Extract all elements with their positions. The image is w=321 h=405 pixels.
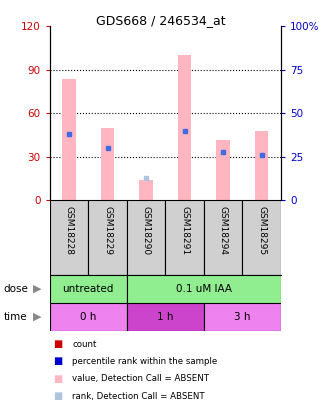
Bar [50, 200, 88, 275]
Text: ■: ■ [53, 391, 62, 401]
Text: GSM18295: GSM18295 [257, 207, 266, 256]
Text: GSM18229: GSM18229 [103, 207, 112, 256]
Bar [165, 200, 204, 275]
Bar [50, 303, 127, 331]
Text: ▶: ▶ [33, 312, 41, 322]
Bar [216, 139, 230, 200]
Text: 0.1 uM IAA: 0.1 uM IAA [176, 284, 232, 294]
Bar [204, 200, 242, 275]
Bar [127, 303, 204, 331]
Bar [62, 79, 76, 200]
Text: 3 h: 3 h [234, 312, 251, 322]
Text: percentile rank within the sample: percentile rank within the sample [72, 357, 217, 366]
Bar [50, 275, 127, 303]
Text: value, Detection Call = ABSENT: value, Detection Call = ABSENT [72, 374, 209, 384]
Text: GSM18294: GSM18294 [219, 207, 228, 256]
Text: ■: ■ [53, 374, 62, 384]
Bar [127, 275, 281, 303]
Text: ■: ■ [53, 356, 62, 367]
Bar [127, 200, 165, 275]
Text: count: count [72, 339, 97, 349]
Text: 0 h: 0 h [80, 312, 97, 322]
Text: dose: dose [3, 284, 28, 294]
Text: time: time [3, 312, 27, 322]
Bar [88, 200, 127, 275]
Text: ■: ■ [53, 339, 62, 349]
Bar [139, 180, 153, 200]
Text: GSM18228: GSM18228 [65, 207, 74, 256]
Text: ▶: ▶ [33, 284, 41, 294]
Text: GSM18291: GSM18291 [180, 207, 189, 256]
Bar [242, 200, 281, 275]
Text: rank, Detection Call = ABSENT: rank, Detection Call = ABSENT [72, 392, 205, 401]
Text: 1 h: 1 h [157, 312, 174, 322]
Bar [204, 303, 281, 331]
Bar [178, 55, 191, 200]
Bar [255, 131, 268, 200]
Text: GDS668 / 246534_at: GDS668 / 246534_at [96, 14, 225, 27]
Text: untreated: untreated [63, 284, 114, 294]
Text: GSM18290: GSM18290 [142, 207, 151, 256]
Bar [101, 128, 114, 200]
